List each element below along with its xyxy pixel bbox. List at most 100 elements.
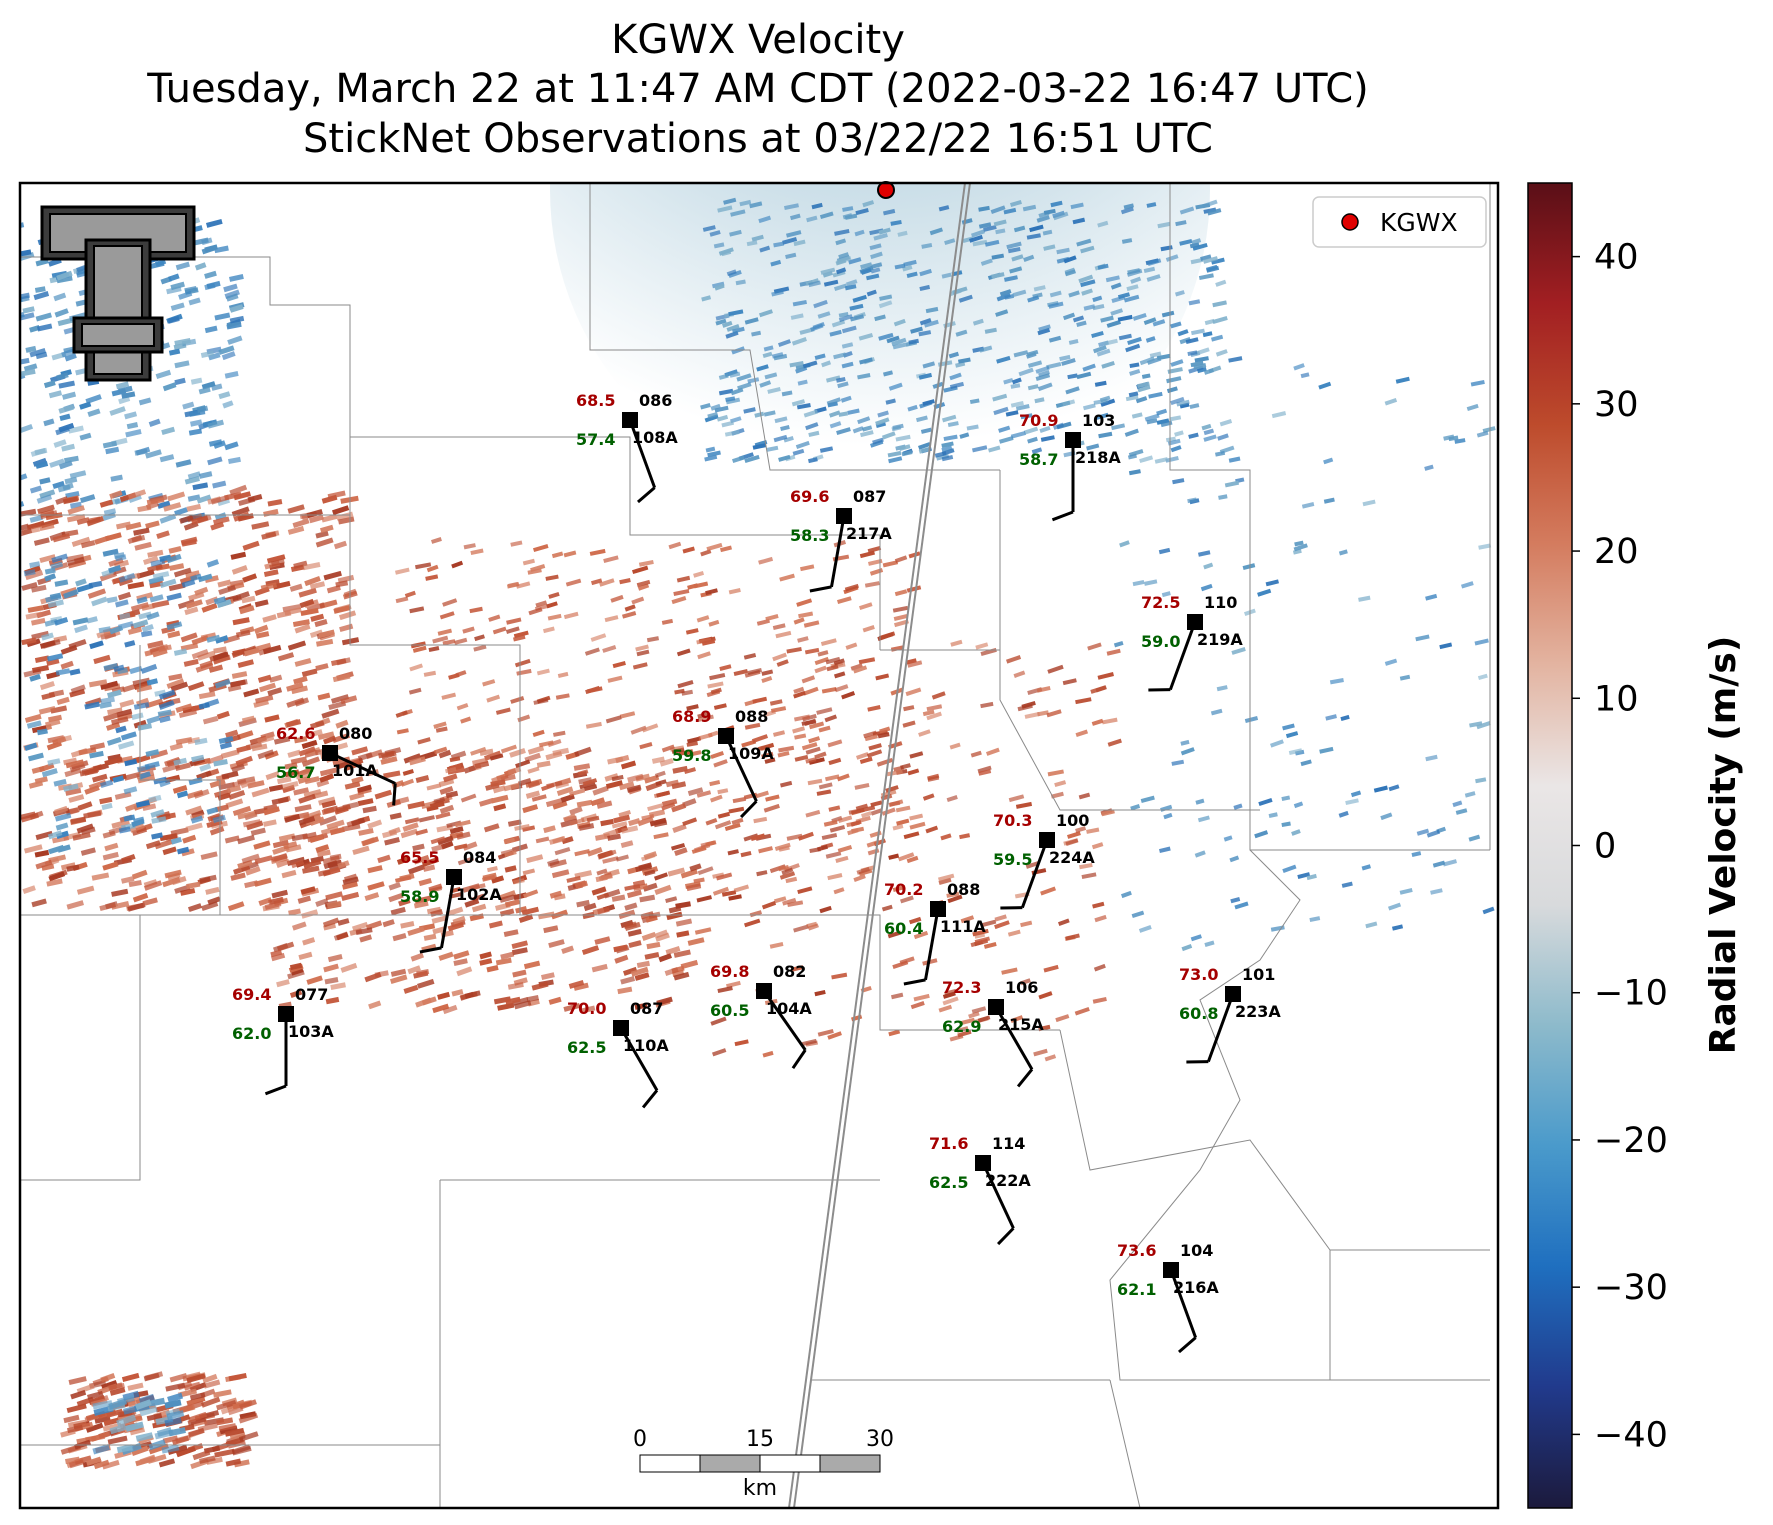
station-marker-icon — [622, 412, 638, 428]
station-id: 224A — [1049, 848, 1095, 867]
station-103A[interactable]: 69.4 077 62.0 103A — [232, 985, 334, 1096]
station-wind-direction: 086 — [639, 391, 672, 410]
texas-tech-logo — [40, 205, 196, 382]
wind-barb-staff — [762, 990, 807, 1051]
station-216A[interactable]: 73.6 104 62.1 216A — [1117, 1241, 1219, 1354]
wind-barb-flag — [1177, 1336, 1197, 1354]
station-wind-direction: 103 — [1082, 411, 1115, 430]
wind-barb-staff — [724, 735, 758, 802]
station-110A[interactable]: 70.0 087 62.5 110A — [567, 999, 669, 1109]
station-marker-icon — [446, 869, 462, 885]
station-id: 101A — [332, 761, 378, 780]
scale-bar: 0 15 30 km — [633, 1427, 894, 1501]
wind-barb-flag — [1016, 1068, 1034, 1088]
station-223A[interactable]: 73.0 101 60.8 223A — [1179, 965, 1281, 1064]
wind-barb-staff — [994, 1006, 1034, 1071]
colorbar-ticks: 40 30 20 10 0 −10 −20 −30 −40 — [1572, 238, 1668, 1455]
station-wind-direction: 106 — [1005, 978, 1038, 997]
station-id: 216A — [1173, 1278, 1219, 1297]
wind-barb-flag — [903, 978, 926, 986]
station-marker-icon — [756, 983, 772, 999]
station-temperature: 70.3 — [993, 811, 1032, 830]
wind-barb-staff — [329, 751, 396, 785]
station-102A[interactable]: 65.5 084 58.9 102A — [400, 848, 502, 954]
station-222A[interactable]: 71.6 114 62.5 222A — [929, 1134, 1031, 1246]
station-id: 223A — [1235, 1002, 1281, 1021]
station-218A[interactable]: 70.9 103 58.7 218A — [1019, 411, 1121, 522]
station-marker-icon — [1163, 1262, 1179, 1278]
wind-barb-flag — [419, 946, 442, 954]
colorbar-label: Radial Velocity (m/s) — [1703, 636, 1744, 1055]
station-temperature: 65.5 — [400, 848, 439, 867]
station-dewpoint: 60.8 — [1179, 1004, 1218, 1023]
station-108A[interactable]: 68.5 086 57.4 108A — [576, 391, 678, 504]
station-dewpoint: 58.9 — [400, 887, 439, 906]
colorbar-tick-label: −10 — [1594, 974, 1668, 1014]
title-line-2: Tuesday, March 22 at 11:47 AM CDT (2022-… — [146, 66, 1368, 112]
station-id: 215A — [998, 1015, 1044, 1034]
station-109A[interactable]: 68.9 088 59.8 109A — [672, 707, 774, 819]
station-id: 110A — [623, 1036, 669, 1055]
station-dewpoint: 58.7 — [1019, 450, 1058, 469]
station-224A[interactable]: 70.3 100 59.5 224A — [993, 811, 1095, 910]
station-id: 108A — [632, 428, 678, 447]
map-legend: KGWX — [1312, 196, 1487, 248]
station-wind-direction: 100 — [1056, 811, 1089, 830]
wind-barb-staff — [981, 1162, 1015, 1229]
scale-unit: km — [743, 1476, 777, 1501]
wind-barb-staff — [1206, 993, 1235, 1063]
wind-barb-flag — [740, 800, 758, 819]
station-dewpoint: 62.5 — [929, 1173, 968, 1192]
station-101A[interactable]: 62.6 080 56.7 101A — [276, 724, 397, 806]
station-wind-direction: 087 — [853, 487, 886, 506]
station-id: 218A — [1075, 448, 1121, 467]
wind-barb-flag — [264, 1084, 287, 1096]
station-104A[interactable]: 69.8 082 60.5 104A — [710, 962, 812, 1070]
wind-barb-staff — [1020, 839, 1049, 909]
colorbar-tick-label: 40 — [1594, 238, 1639, 278]
wind-barb-flag — [791, 1049, 807, 1070]
map-panel: 68.5 086 57.4 108A 70.9 103 58.7 218A 69.6 087 58.… — [18, 181, 1500, 1510]
station-temperature: 70.0 — [567, 999, 606, 1018]
wind-barb-staff — [1168, 621, 1197, 691]
station-219A[interactable]: 72.5 110 59.0 219A — [1141, 593, 1243, 692]
station-marker-icon — [718, 728, 734, 744]
radar-velocity-field — [20, 183, 1496, 1470]
station-marker-icon — [836, 508, 852, 524]
station-temperature: 62.6 — [276, 724, 315, 743]
wind-barb-staff — [619, 1027, 659, 1092]
station-temperature: 70.2 — [884, 880, 923, 899]
wind-barb-staff — [1169, 1269, 1198, 1339]
station-dewpoint: 57.4 — [576, 430, 615, 449]
station-wind-direction: 088 — [947, 880, 980, 899]
wind-barb-flag — [392, 783, 397, 806]
wind-barb-flag — [636, 486, 656, 504]
station-dewpoint: 62.9 — [942, 1017, 981, 1036]
station-marker-icon — [322, 745, 338, 761]
station-wind-direction: 104 — [1180, 1241, 1213, 1260]
station-dewpoint: 59.5 — [993, 850, 1032, 869]
station-217A[interactable]: 69.6 087 58.3 217A — [790, 487, 892, 593]
radar-site-marker[interactable] — [877, 181, 895, 199]
title-line-1: KGWX Velocity — [611, 17, 905, 63]
station-temperature: 72.3 — [942, 978, 981, 997]
station-215A[interactable]: 72.3 106 62.9 215A — [942, 978, 1044, 1088]
sticknet-stations: 68.5 086 57.4 108A 70.9 103 58.7 218A 69.6 087 58.… — [232, 391, 1281, 1354]
colorbar-tick-label: 20 — [1594, 532, 1639, 572]
station-temperature: 69.4 — [232, 985, 271, 1004]
station-marker-icon — [930, 901, 946, 917]
station-dewpoint: 59.0 — [1141, 632, 1180, 651]
wind-barb-flag — [1051, 510, 1074, 522]
colorbar-tick-label: −30 — [1594, 1268, 1668, 1308]
station-wind-direction: 088 — [735, 707, 768, 726]
station-id: 109A — [728, 744, 774, 763]
station-wind-direction: 101 — [1242, 965, 1275, 984]
colorbar-bar — [1527, 182, 1573, 1509]
station-111A[interactable]: 70.2 088 60.4 111A — [884, 880, 986, 986]
station-wind-direction: 080 — [339, 724, 372, 743]
station-dewpoint: 60.5 — [710, 1001, 749, 1020]
colorbar-tick-label: 10 — [1594, 679, 1639, 719]
station-dewpoint: 58.3 — [790, 526, 829, 545]
station-id: 102A — [456, 885, 502, 904]
highway-line — [788, 183, 971, 1508]
